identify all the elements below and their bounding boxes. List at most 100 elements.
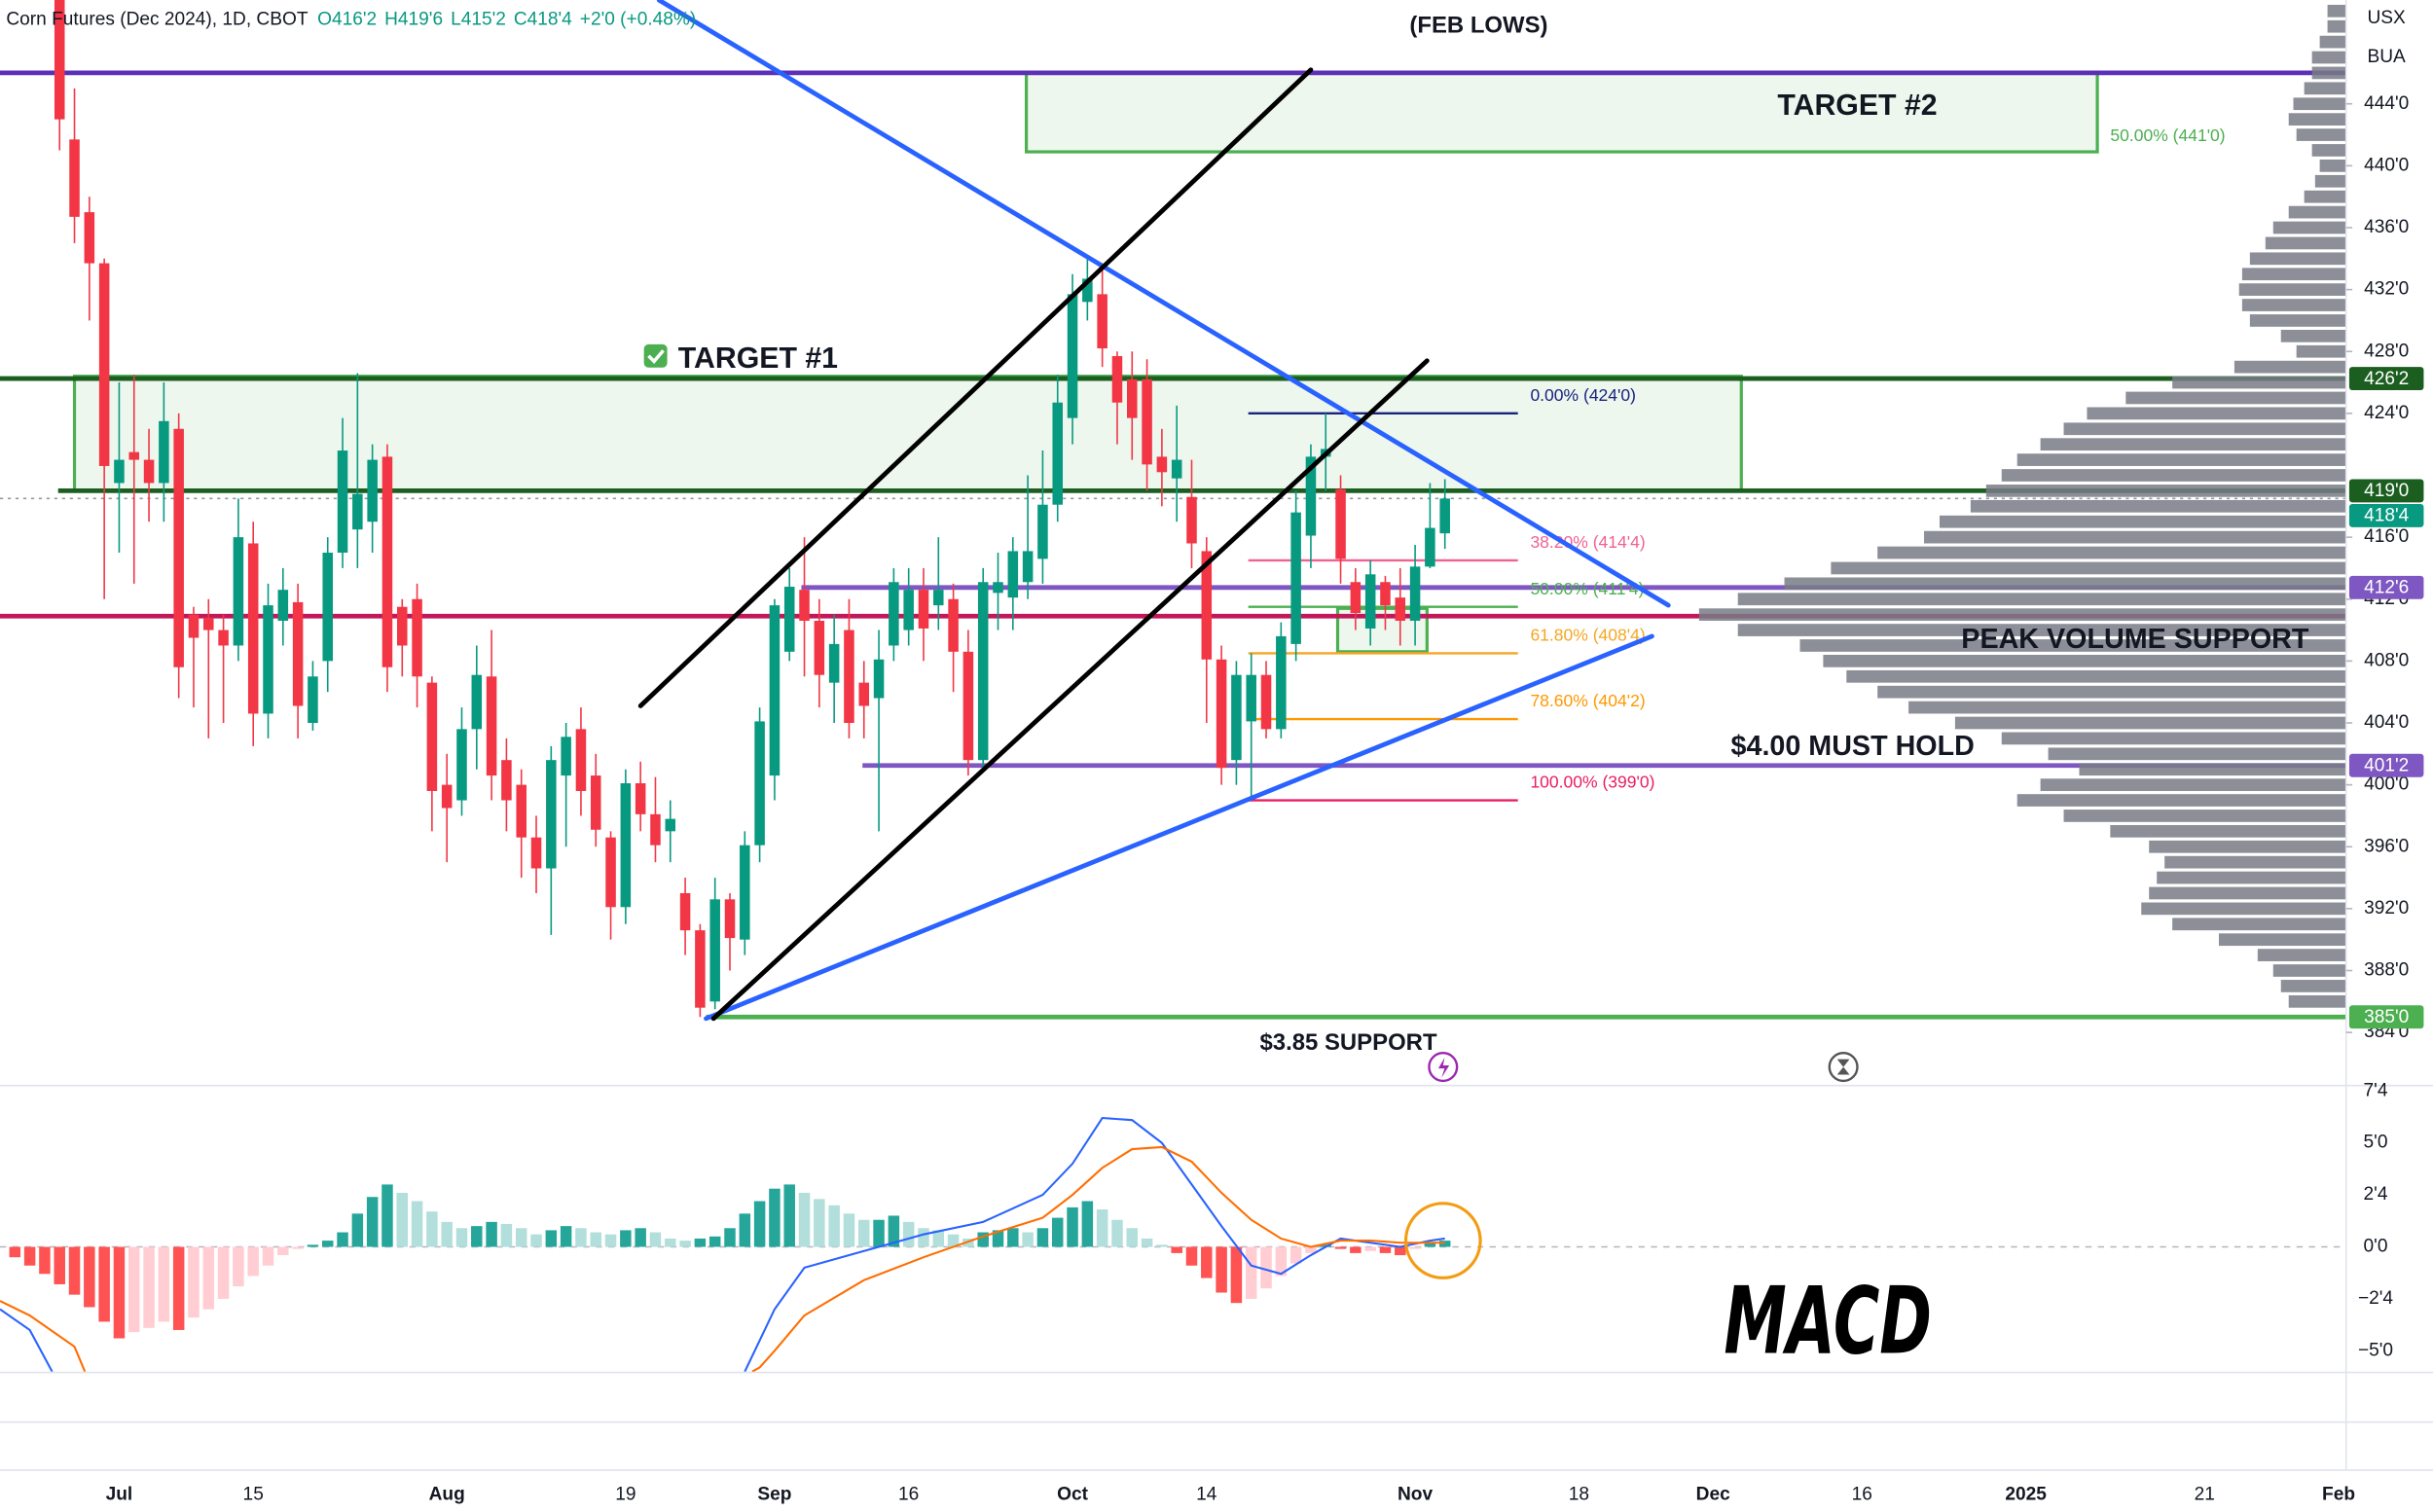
histogram-bar (575, 1228, 587, 1247)
candle-body (814, 621, 825, 675)
price-tag (2348, 575, 2424, 599)
candle-body (1246, 674, 1256, 722)
histogram-bar (977, 1232, 989, 1247)
volume-profile-bar (2218, 933, 2346, 947)
histogram-bar (679, 1241, 691, 1247)
candle-body (456, 729, 467, 801)
histogram-bar (769, 1188, 781, 1247)
candle-body (754, 721, 765, 846)
volume-profile-bar (2319, 159, 2346, 172)
histogram-bar (39, 1246, 51, 1275)
histogram-bar (1111, 1219, 1123, 1247)
y-tick-label: 7'4 (2364, 1080, 2388, 1100)
histogram-bar (113, 1246, 126, 1339)
x-tick-label: 18 (1569, 1485, 1589, 1505)
price-tag-label: 385'0 (2364, 1007, 2409, 1027)
volume-profile-bar (2016, 453, 2346, 466)
fib-label: 61.80% (408'4) (1530, 626, 1645, 645)
histogram-bar (158, 1246, 170, 1322)
histogram-bar (1156, 1244, 1168, 1247)
volume-profile-bar (2063, 422, 2346, 436)
histogram-bar (1036, 1228, 1049, 1247)
volume-profile-bar (1954, 716, 2346, 730)
legend-change: +2'0 (+0.48%) (580, 10, 696, 30)
histogram-bar (753, 1201, 766, 1247)
fib-label: 0.00% (424'0) (1530, 385, 1636, 405)
candle-body (873, 659, 885, 699)
volume-profile-bar (2249, 252, 2346, 266)
annotation: TARGET #2 (1777, 90, 1937, 122)
volume-profile-bar (2238, 283, 2346, 296)
volume-profile-bar (2040, 778, 2346, 791)
histogram-bar (1051, 1217, 1064, 1247)
candle-body (1022, 551, 1034, 583)
candle-body (1082, 278, 1093, 303)
candle-body (203, 617, 214, 630)
candle-body (247, 543, 259, 714)
histogram-bar (932, 1230, 945, 1247)
candle-body (54, 0, 65, 120)
histogram-bar (783, 1184, 795, 1247)
candle-body (695, 930, 706, 1008)
candle-body (1216, 659, 1227, 769)
candle-body (650, 813, 661, 846)
candle-body (188, 614, 200, 638)
volume-profile-bar (2311, 144, 2346, 157)
histogram-bar (604, 1234, 617, 1247)
x-tick-label: 15 (243, 1485, 264, 1505)
price-tag-label: 412'6 (2364, 578, 2409, 598)
candle-body (858, 682, 870, 706)
candle-body (977, 582, 989, 761)
volume-profile-bar (2288, 994, 2346, 1008)
histogram-bar (1230, 1246, 1243, 1304)
candle-body (143, 459, 155, 484)
histogram-bar (277, 1246, 289, 1256)
volume-profile-bar (2296, 344, 2346, 358)
volume-profile-bar (2079, 763, 2346, 776)
volume-profile-bar (2288, 205, 2346, 219)
histogram-bar (560, 1226, 572, 1247)
histogram-bar (396, 1192, 409, 1247)
highlight-circle (1403, 1202, 1482, 1279)
x-tick-label: Oct (1057, 1485, 1088, 1505)
candle-body (620, 783, 632, 908)
histogram-bar (1438, 1241, 1451, 1247)
histogram-bar (649, 1232, 662, 1247)
y-tick-label: 440'0 (2364, 155, 2409, 175)
volume-profile-bar (2314, 174, 2346, 188)
candle-body (605, 837, 616, 908)
candle-body (322, 553, 333, 662)
histogram-bar (1424, 1242, 1436, 1247)
price-tag-label: 426'2 (2364, 369, 2409, 389)
histogram-bar (143, 1246, 155, 1328)
histogram-bar (620, 1230, 632, 1247)
candle-body (1156, 456, 1168, 473)
histogram-bar (441, 1221, 453, 1247)
volume-profile-bar (1698, 608, 2346, 622)
volume-profile-bar (2241, 299, 2346, 311)
annotation: $3.85 SUPPORT (1259, 1029, 1436, 1056)
candle-body (889, 582, 899, 646)
candle-body (590, 775, 601, 830)
candle-body (381, 456, 393, 667)
fib-label: 78.60% (404'2) (1530, 691, 1645, 710)
candle-body (397, 606, 408, 646)
histogram-bar (366, 1197, 379, 1247)
candle-body (486, 676, 497, 776)
price-tag-label: 401'2 (2364, 756, 2409, 776)
price-tag (2348, 1005, 2424, 1029)
candle-body (277, 590, 289, 622)
candle-body (783, 587, 795, 652)
chart-title: Corn Futures (Dec 2024), 1D, CBOT (6, 10, 308, 30)
volume-profile-bar (2288, 113, 2346, 126)
candle-body (1290, 512, 1301, 644)
volume-profile-bar (2265, 236, 2346, 250)
fib-label: 50.00% (411'4) (1530, 579, 1644, 598)
volume-profile-bar (2319, 35, 2346, 49)
y-tick-label: 400'0 (2364, 774, 2409, 795)
volume-profile-bar (2311, 51, 2346, 64)
histogram-bar (9, 1246, 21, 1258)
candle-body (1171, 459, 1182, 479)
